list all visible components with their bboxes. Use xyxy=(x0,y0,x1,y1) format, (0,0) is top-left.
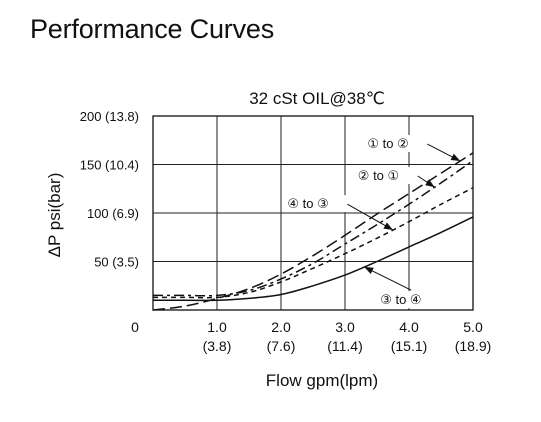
annotation-label: ① to ② xyxy=(367,136,408,151)
y-tick-labels: 50 (3.5) 100 (6.9) 150 (10.4) 200 (13.8) xyxy=(80,109,139,270)
y-axis-label: ΔP psi(bar) xyxy=(45,173,64,258)
y-tick-label: 150 (10.4) xyxy=(80,158,139,173)
annotation-background xyxy=(284,195,347,213)
annotation-background xyxy=(354,167,417,185)
x-tick-label: 5.0 xyxy=(463,319,483,335)
annotation-background xyxy=(364,135,427,153)
x-tick-label: 2.0 xyxy=(271,319,291,335)
annotation-arrowhead xyxy=(450,153,461,162)
annotation-arrowhead xyxy=(425,179,435,188)
x-tick-label: 0 xyxy=(131,319,139,335)
series-line xyxy=(153,216,474,302)
x-tick-label: 4.0 xyxy=(399,319,419,335)
page-title: Performance Curves xyxy=(30,14,274,44)
x-axis-label: Flow gpm(lpm) xyxy=(266,371,378,390)
annotation-arrowhead xyxy=(364,266,374,275)
annotation-label: ③ to ④ xyxy=(380,292,421,307)
x-tick-sublabel: (18.9) xyxy=(455,338,492,354)
y-tick-label: 50 (3.5) xyxy=(94,255,139,270)
series-annotations: ① to ② ② to ① ④ to ③ ③ to ④ xyxy=(284,135,461,309)
annotation-background xyxy=(377,291,440,309)
x-tick-sublabel: (7.6) xyxy=(267,338,296,354)
x-tick-sublabel: (11.4) xyxy=(327,338,363,354)
annotation-label: ④ to ③ xyxy=(287,196,328,211)
annotation-arrowhead xyxy=(383,222,393,230)
y-tick-label: 200 (13.8) xyxy=(80,109,139,124)
plot-frame xyxy=(152,115,474,311)
chart-subtitle: 32 cSt OIL@38℃ xyxy=(249,89,385,108)
x-tick-label: 1.0 xyxy=(207,319,227,335)
series-line xyxy=(153,187,474,299)
x-tick-labels: 0 1.0 (3.8) 2.0 (7.6) 3.0 (11.4) 4.0 (15.1) 5.0 (1… xyxy=(131,319,491,354)
annotation-label: ② to ① xyxy=(358,168,399,183)
x-tick-label: 3.0 xyxy=(335,319,355,335)
y-tick-label: 100 (6.9) xyxy=(87,206,139,221)
chart-series xyxy=(152,152,474,311)
x-tick-sublabel: (15.1) xyxy=(391,338,428,354)
x-tick-sublabel: (3.8) xyxy=(203,338,232,354)
